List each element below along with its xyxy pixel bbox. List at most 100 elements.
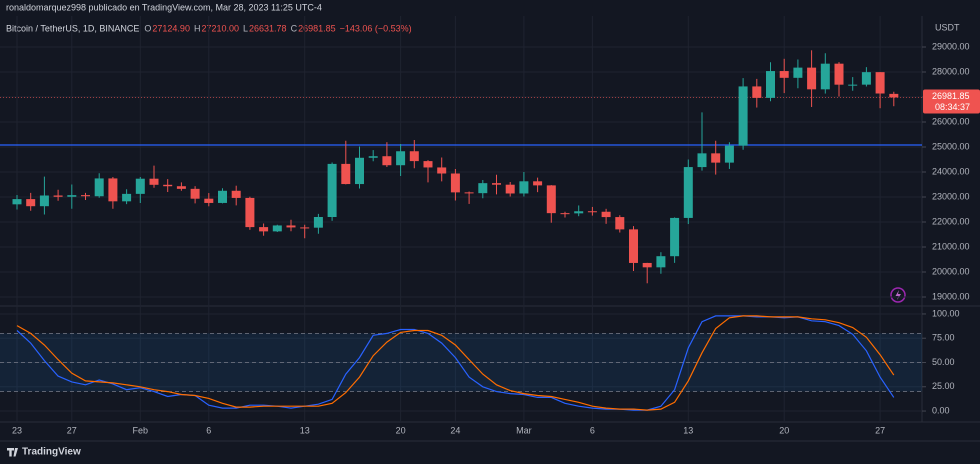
candle-body: [94, 178, 104, 197]
alert-icon[interactable]: [890, 287, 906, 303]
x-tick-label: 27: [67, 425, 77, 435]
candle-body: [218, 190, 227, 203]
x-tick-label: 24: [450, 425, 460, 435]
x-tick-label: 6: [206, 425, 211, 435]
y-tick-label: 26000.00: [932, 116, 970, 126]
candle-body: [848, 84, 858, 86]
candle-body: [53, 195, 63, 197]
candle-body: [313, 217, 323, 228]
candle-body: [697, 153, 707, 168]
candle-body: [492, 183, 501, 185]
header-text: −143.06 (−0.53%): [340, 23, 412, 33]
stoch-band: [0, 333, 922, 392]
header-text: L: [243, 23, 248, 33]
y-tick-label: 24000.00: [932, 166, 970, 176]
candle-body: [122, 193, 132, 202]
y-tick-label: 22000.00: [932, 216, 970, 226]
price-unit: USDT: [935, 22, 960, 32]
candle-body: [464, 192, 474, 194]
candle-body: [231, 190, 241, 198]
candle-body: [505, 184, 515, 194]
candle-body: [779, 71, 789, 78]
y-tick-label: 100.00: [932, 308, 960, 318]
candle-body: [601, 211, 611, 218]
alert-bolt[interactable]: [895, 290, 902, 300]
candle-body: [738, 86, 748, 146]
x-tick-label: Feb: [133, 425, 149, 435]
y-tick-label: 50.00: [932, 357, 955, 367]
header-text: C: [291, 23, 298, 33]
header-text: H: [194, 23, 201, 33]
candle-body: [642, 262, 652, 268]
x-tick-label: 13: [300, 425, 310, 435]
header-text: 26631.78: [249, 23, 287, 33]
y-tick-label: 0.00: [932, 405, 950, 415]
x-tick-label: 20: [779, 425, 789, 435]
y-tick-label: 28000.00: [932, 66, 970, 76]
candle-body: [875, 72, 885, 94]
x-tick-label: 6: [590, 425, 595, 435]
y-tick-label: 23000.00: [932, 191, 970, 201]
x-tick-label: Mar: [516, 425, 532, 435]
countdown-label: 08:34:37: [935, 102, 970, 112]
candle-body: [560, 213, 570, 215]
candle-body: [615, 217, 625, 230]
header-text: 27210.00: [201, 23, 239, 33]
candle-body: [752, 86, 762, 98]
x-tick-label: 20: [396, 425, 406, 435]
candle-body: [724, 145, 734, 163]
alert-circle[interactable]: [890, 287, 906, 303]
candle-body: [670, 217, 680, 257]
footer-logo: [6, 448, 18, 457]
header-text: 27124.90: [152, 23, 190, 33]
candle-body: [272, 225, 282, 232]
last-price-badge: [923, 89, 980, 114]
candle-body: [355, 157, 364, 185]
candle-body: [176, 186, 186, 189]
top-bar: [0, 0, 980, 16]
last-price-label: 26981.85: [932, 91, 970, 101]
candle-body: [711, 153, 721, 163]
footer-brand: TradingView: [22, 447, 81, 458]
candle-body: [39, 195, 49, 207]
candle-body: [135, 178, 145, 194]
candle-body: [478, 183, 488, 194]
candle-body: [766, 71, 775, 98]
logo-mark: [6, 448, 18, 457]
header-text: Bitcoin / TetherUS, 1D, BINANCE: [6, 23, 139, 33]
candle-body: [656, 256, 666, 268]
candle-body: [190, 188, 200, 199]
candle-body: [519, 181, 529, 194]
candle-body: [382, 156, 392, 166]
candle-body: [245, 197, 255, 228]
header-text: 26981.85: [298, 23, 336, 33]
candle-body: [629, 229, 638, 263]
x-tick-label: 27: [875, 425, 885, 435]
candle-body: [546, 185, 556, 214]
y-tick-label: 20000.00: [932, 266, 970, 276]
y-tick-label: 21000.00: [932, 241, 970, 251]
candle-body: [286, 225, 296, 228]
candle-body: [108, 178, 118, 202]
x-tick-label: 23: [12, 425, 22, 435]
candle-body: [574, 211, 584, 214]
candle-body: [300, 227, 310, 229]
symbol-header: Bitcoin / TetherUS, 1D, BINANCE O 27124.90…: [6, 23, 412, 33]
candle-body: [683, 167, 693, 218]
candle-body: [807, 67, 817, 90]
y-tick-label: 29000.00: [932, 41, 970, 51]
y-tick-label: 75.00: [932, 333, 955, 343]
candle-body: [423, 161, 433, 168]
candle-body: [368, 156, 378, 158]
stoch-line: [16, 315, 895, 411]
candle-body: [341, 163, 351, 185]
candle-body: [396, 151, 406, 166]
candle-body: [81, 195, 90, 197]
y-tick-label: 19000.00: [932, 291, 970, 301]
header-text: O: [144, 23, 151, 33]
candle-body: [437, 167, 447, 174]
candle-body: [409, 151, 419, 162]
candle-body: [26, 199, 36, 207]
